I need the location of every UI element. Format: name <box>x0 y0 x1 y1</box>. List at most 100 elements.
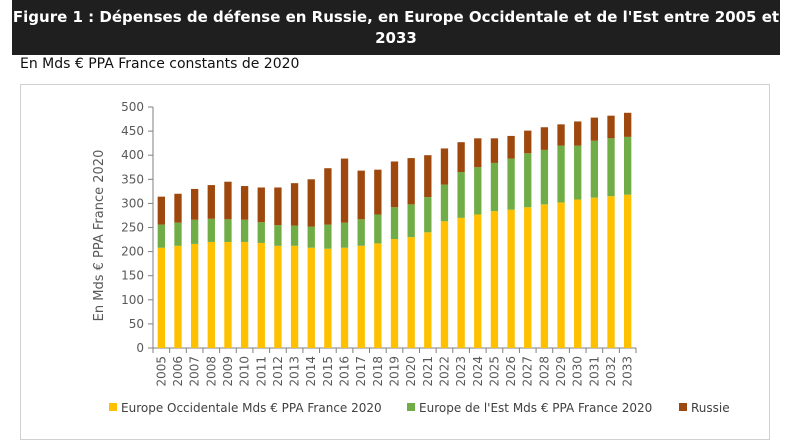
bar-segment-europe-est <box>290 225 299 246</box>
bar-segment-russie <box>440 148 449 185</box>
bar-segment-russie <box>557 124 565 146</box>
x-tick-label: 2011 <box>254 356 268 387</box>
legend-swatch <box>109 403 117 411</box>
x-tick-label: 2010 <box>238 356 252 387</box>
x-tick-label: 2028 <box>537 356 551 387</box>
bar-segment-russie <box>624 112 632 137</box>
bar-segment-russie <box>257 187 265 223</box>
units-subtitle: En Mds € PPA France constants de 2020 <box>20 56 300 72</box>
bar-segment-europe-occidentale <box>574 199 582 348</box>
x-tick-label: 2032 <box>604 356 618 387</box>
x-tick-label: 2007 <box>188 356 202 387</box>
x-tick-label: 2021 <box>421 356 435 387</box>
y-tick-label: 500 <box>121 100 144 114</box>
bar-segment-russie <box>307 179 315 227</box>
bar-segment-europe-occidentale <box>174 245 182 348</box>
legend-label: Europe Occidentale Mds € PPA France 2020 <box>121 401 382 415</box>
bar-segment-russie <box>574 121 582 146</box>
x-tick-label: 2016 <box>338 356 352 387</box>
x-tick-label: 2030 <box>571 356 585 387</box>
bar-segment-russie <box>157 196 165 225</box>
bar-segment-russie <box>507 135 515 159</box>
bar-segment-europe-est <box>440 184 449 222</box>
bar-segment-europe-est <box>557 145 565 203</box>
bar-segment-europe-occidentale <box>207 241 215 348</box>
x-tick-label: 2018 <box>371 356 385 387</box>
bar-segment-europe-occidentale <box>590 197 599 348</box>
bar-segment-europe-est <box>174 222 182 246</box>
bar-segment-europe-est <box>490 162 499 212</box>
bar-segment-europe-occidentale <box>240 241 249 348</box>
y-tick-label: 200 <box>121 245 144 259</box>
bar-segment-europe-est <box>224 219 232 242</box>
bar-segment-russie <box>457 142 465 173</box>
bar-segment-europe-est <box>457 172 465 218</box>
x-tick-label: 2031 <box>587 356 601 387</box>
bar-segment-europe-est <box>190 219 199 244</box>
y-tick-label: 100 <box>121 293 144 307</box>
x-tick-label: 2024 <box>471 356 485 387</box>
bar-segment-russie <box>224 181 232 220</box>
bar-segment-russie <box>240 186 249 220</box>
bar-segment-europe-est <box>424 197 432 233</box>
x-tick-label: 2009 <box>221 356 235 387</box>
x-tick-label: 2014 <box>304 356 318 387</box>
bar-segment-europe-occidentale <box>457 217 465 348</box>
bar-segment-russie <box>340 158 349 223</box>
x-tick-label: 2020 <box>404 356 418 387</box>
bar-segment-europe-est <box>357 219 365 246</box>
bar-segment-europe-occidentale <box>424 232 432 348</box>
bar-segment-europe-occidentale <box>374 243 382 348</box>
bar-segment-russie <box>357 170 365 220</box>
x-tick-label: 2029 <box>554 356 568 387</box>
bar-segment-europe-est <box>524 153 532 208</box>
bar-segment-europe-occidentale <box>324 248 332 348</box>
bar-segment-europe-occidentale <box>307 247 315 348</box>
x-tick-label: 2006 <box>171 356 185 387</box>
bar-segment-russie <box>607 115 615 139</box>
bar-segment-europe-occidentale <box>257 242 265 348</box>
bar-segment-europe-occidentale <box>624 194 632 348</box>
x-tick-label: 2023 <box>454 356 468 387</box>
bar-segment-europe-occidentale <box>290 245 299 348</box>
bar-segment-europe-occidentale <box>474 214 482 348</box>
bar-segment-europe-occidentale <box>340 247 349 348</box>
bar-segment-europe-est <box>390 207 399 240</box>
y-tick-label: 50 <box>129 317 144 331</box>
bar-segment-europe-occidentale <box>190 243 199 348</box>
bar-segment-russie <box>490 138 499 163</box>
bar-segment-europe-est <box>157 224 165 248</box>
bar-segment-russie <box>407 158 415 205</box>
bar-segment-europe-est <box>257 222 265 243</box>
x-tick-label: 2008 <box>204 356 218 387</box>
x-tick-label: 2015 <box>321 356 335 387</box>
bar-segment-europe-occidentale <box>274 245 282 348</box>
y-tick-label: 0 <box>136 341 144 355</box>
bar-segment-europe-occidentale <box>607 196 615 348</box>
x-tick-label: 2026 <box>504 356 518 387</box>
bar-segment-europe-est <box>240 219 249 242</box>
bar-segment-europe-est <box>607 138 615 197</box>
bar-segment-europe-occidentale <box>407 237 415 348</box>
y-tick-label: 250 <box>121 221 144 235</box>
x-tick-label: 2022 <box>437 356 451 387</box>
bar-segment-europe-occidentale <box>540 204 549 348</box>
bar-segment-europe-est <box>207 218 215 242</box>
bar-segment-europe-occidentale <box>557 202 565 348</box>
y-tick-label: 150 <box>121 269 144 283</box>
bar-segment-europe-est <box>274 225 282 246</box>
legend-swatch <box>407 403 415 411</box>
y-tick-label: 450 <box>121 124 144 138</box>
bar-segment-europe-occidentale <box>524 207 532 348</box>
y-axis-title: En Mds € PPA France 2020 <box>92 150 107 322</box>
bar-segment-russie <box>190 188 199 220</box>
y-tick-label: 350 <box>121 172 144 186</box>
bar-segment-europe-est <box>374 214 382 244</box>
legend-label: Europe de l'Est Mds € PPA France 2020 <box>419 401 652 415</box>
bar-segment-europe-occidentale <box>357 245 365 348</box>
legend-label: Russie <box>691 401 730 415</box>
bar-segment-russie <box>524 130 532 154</box>
legend-swatch <box>679 403 687 411</box>
bar-segment-europe-est <box>507 158 515 210</box>
x-tick-label: 2027 <box>521 356 535 387</box>
